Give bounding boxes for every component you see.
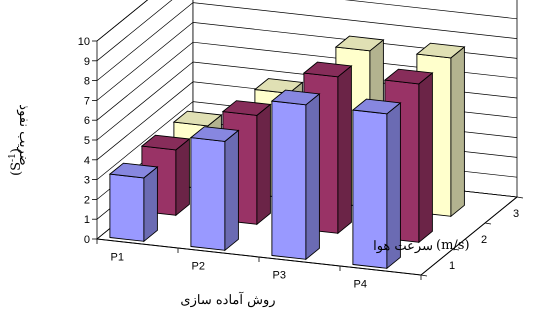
x-axis-title: روش آماده سازی	[180, 291, 275, 308]
x-tick-label-P4: P4	[354, 278, 367, 290]
bar-top	[221, 100, 272, 116]
y-tick-label-10: 10	[78, 36, 90, 48]
gridline-10	[96, 0, 149, 42]
bar-top	[189, 126, 240, 142]
y-tick-label-9: 9	[84, 56, 90, 68]
bar-side	[143, 166, 158, 243]
bar-series1-P3	[270, 89, 321, 261]
y-tick-label-2: 2	[84, 194, 90, 206]
bar-front	[271, 100, 307, 260]
y-axis-unit-open: (S	[9, 162, 24, 176]
bar-top	[334, 35, 385, 52]
y-tick-label-5: 5	[84, 135, 90, 147]
y-tick-label-3: 3	[84, 175, 90, 187]
bar-side	[175, 138, 190, 217]
x-tick-label-P2: P2	[192, 260, 205, 272]
bar-top	[172, 110, 223, 127]
bar-front	[109, 173, 145, 242]
bar-side	[256, 103, 271, 226]
bars	[108, 35, 466, 270]
bar-top	[383, 68, 434, 85]
y-tick-label-0: 0	[84, 234, 90, 246]
bar-series1-P1	[108, 162, 159, 243]
y-axis-unit: (S-1)	[8, 148, 24, 176]
labels: 0 1 2 3 4 5 6 7 8 9 10 P1 P2 P3 P4 1 2 3	[78, 36, 519, 290]
depth-axis-line	[420, 196, 518, 276]
bar-top	[140, 134, 191, 151]
bar-front	[190, 137, 226, 251]
depth-tick-label-3: 3	[513, 208, 519, 220]
gridline-7	[96, 22, 518, 101]
bar-series1-P4	[351, 98, 402, 270]
y-tick-label-1: 1	[84, 214, 90, 226]
depth-axis-title: سرعت هوا	[373, 239, 433, 254]
y-tick-label-8: 8	[84, 76, 90, 88]
y-tick-label-6: 6	[84, 115, 90, 127]
gridline-8	[96, 2, 518, 81]
gridline-6	[96, 41, 518, 121]
depth-tick-mark-3	[516, 196, 524, 199]
bar-side	[305, 92, 320, 261]
y-axis-unit-close: )	[9, 148, 24, 153]
y-tick-label-7: 7	[84, 95, 90, 107]
y-axis-title: ضریب نفوذ	[16, 104, 31, 165]
bar-top	[108, 162, 159, 179]
depth-tick-label-1: 1	[449, 260, 455, 272]
bar-side	[450, 45, 465, 218]
bar-side	[418, 71, 433, 244]
bar-top	[253, 78, 304, 94]
y-tick-label-4: 4	[84, 155, 90, 167]
y-axis-unit-sup: -1	[8, 153, 18, 162]
bar-side	[337, 64, 352, 235]
depth-axis-unit: (m/s)	[436, 238, 470, 253]
gridline-9	[96, 0, 518, 62]
y-axis-unit-group: (S-1)	[8, 148, 24, 176]
depth-tick-label-2: 2	[481, 234, 487, 246]
bar-side	[224, 129, 239, 252]
x-tick-label-P3: P3	[273, 269, 286, 281]
bar-top	[302, 61, 353, 78]
depth-tick-mark-2	[484, 222, 492, 225]
y-axis-title-group: ضریب نفوذ	[16, 104, 31, 165]
bar-top	[351, 98, 402, 115]
depth-tick-mark-1	[452, 248, 460, 251]
bar-top	[270, 89, 321, 106]
axes	[92, 40, 524, 280]
bar-top	[415, 42, 466, 59]
depth-tick-mark-0	[420, 274, 428, 277]
bar-series1-P2	[189, 126, 240, 252]
x-tick-label-P1: P1	[111, 251, 124, 263]
